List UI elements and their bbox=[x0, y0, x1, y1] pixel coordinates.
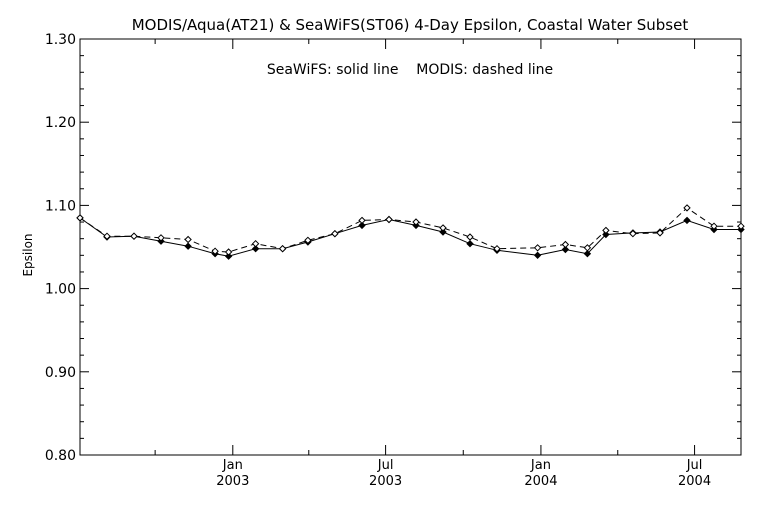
modis-data-point bbox=[211, 247, 219, 255]
modis-data-point bbox=[251, 239, 260, 248]
modis-data-point bbox=[224, 248, 233, 256]
seawifs-data-point bbox=[184, 242, 192, 250]
x-tick-label-month: Jan bbox=[222, 458, 243, 473]
y-tick-label: 1.00 bbox=[45, 282, 76, 298]
modis-data-point bbox=[385, 215, 393, 224]
y-tick-label: 1.30 bbox=[45, 32, 76, 48]
modis-data-point bbox=[412, 218, 420, 226]
x-tick-label-month: Jul bbox=[686, 458, 703, 473]
modis-data-point bbox=[157, 234, 165, 242]
seawifs-data-point bbox=[439, 228, 447, 236]
x-tick-label-month: Jul bbox=[377, 458, 394, 473]
series-legend-annotation: SeaWiFS: solid line MODIS: dashed line bbox=[267, 62, 553, 78]
modis-data-point bbox=[304, 236, 312, 245]
modis-data-point bbox=[103, 232, 111, 240]
seawifs-data-point bbox=[224, 252, 233, 260]
modis-data-point bbox=[710, 222, 718, 230]
modis-data-point bbox=[466, 233, 474, 241]
y-tick-label: 0.90 bbox=[45, 365, 76, 381]
modis-data-point bbox=[533, 244, 542, 252]
axis-ticks: 0.800.901.001.101.201.30Jan2003Jul2003Ja… bbox=[45, 32, 741, 489]
modis-data-point bbox=[602, 226, 610, 235]
modis-data-point bbox=[278, 244, 287, 253]
modis-data-point bbox=[561, 240, 570, 249]
modis-data-point bbox=[683, 204, 691, 212]
seawifs-data-point bbox=[251, 244, 260, 253]
modis-data-point bbox=[737, 222, 745, 230]
modis-data-point bbox=[331, 229, 339, 238]
modis-data-point bbox=[656, 229, 664, 237]
modis-data-point bbox=[130, 232, 138, 240]
y-tick-label: 1.20 bbox=[45, 115, 76, 131]
seawifs-data-point bbox=[358, 221, 366, 230]
plot-frame bbox=[79, 38, 742, 456]
modis-series-line bbox=[79, 207, 741, 253]
seawifs-data-point bbox=[533, 251, 542, 260]
series-layer bbox=[76, 204, 745, 260]
modis-data-point bbox=[184, 235, 192, 244]
x-tick-label-month: Jan bbox=[530, 458, 551, 473]
x-tick-label-year: 2004 bbox=[678, 474, 711, 489]
x-tick-label-year: 2003 bbox=[216, 474, 249, 489]
modis-data-point bbox=[629, 229, 637, 238]
y-axis-label: Epsilon bbox=[21, 233, 35, 276]
modis-data-point bbox=[76, 214, 84, 222]
x-tick-label-year: 2004 bbox=[524, 474, 557, 489]
x-tick-label-year: 2003 bbox=[369, 474, 402, 489]
seawifs-data-point bbox=[602, 230, 610, 239]
y-tick-label: 0.80 bbox=[45, 448, 76, 464]
chart-title: MODIS/Aqua(AT21) & SeaWiFS(ST06) 4-Day E… bbox=[132, 16, 689, 34]
seawifs-data-point bbox=[683, 216, 691, 225]
seawifs-data-point bbox=[466, 239, 474, 248]
seawifs-data-point bbox=[561, 245, 570, 254]
modis-data-point bbox=[439, 224, 447, 232]
seawifs-series-line bbox=[79, 217, 741, 257]
modis-data-point bbox=[493, 244, 501, 253]
seawifs-data-point bbox=[583, 249, 592, 258]
modis-data-point bbox=[583, 244, 592, 252]
y-tick-label: 1.10 bbox=[45, 198, 76, 214]
modis-data-point bbox=[358, 216, 366, 225]
